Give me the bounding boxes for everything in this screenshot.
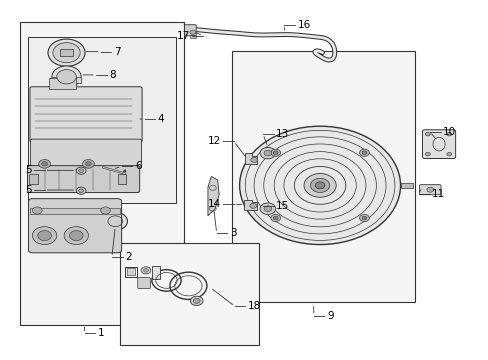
Circle shape <box>41 162 47 166</box>
Bar <box>60 49 73 56</box>
FancyBboxPatch shape <box>27 166 140 193</box>
Text: 18: 18 <box>247 301 261 311</box>
Circle shape <box>79 169 83 172</box>
FancyBboxPatch shape <box>184 25 196 36</box>
FancyBboxPatch shape <box>28 199 122 253</box>
Circle shape <box>315 182 324 189</box>
Circle shape <box>64 226 88 244</box>
Bar <box>232 51 414 302</box>
Bar <box>125 267 137 277</box>
Bar <box>27 37 176 203</box>
Text: 10: 10 <box>442 127 455 136</box>
Circle shape <box>304 174 335 197</box>
Text: 1: 1 <box>98 328 104 338</box>
Text: 12: 12 <box>207 136 220 146</box>
Text: 4: 4 <box>158 114 164 124</box>
Text: 7: 7 <box>114 46 120 57</box>
Circle shape <box>250 157 257 162</box>
Text: 5: 5 <box>25 185 31 195</box>
Circle shape <box>260 203 275 215</box>
Circle shape <box>141 267 151 274</box>
Circle shape <box>143 269 148 272</box>
Circle shape <box>79 189 83 193</box>
Circle shape <box>270 215 280 222</box>
FancyBboxPatch shape <box>422 130 455 158</box>
Circle shape <box>38 230 51 240</box>
Circle shape <box>273 151 278 154</box>
Polygon shape <box>243 200 256 211</box>
Circle shape <box>249 203 256 208</box>
Text: 16: 16 <box>297 20 310 30</box>
Polygon shape <box>207 176 219 216</box>
Circle shape <box>189 30 195 35</box>
Text: 8: 8 <box>109 70 115 80</box>
Circle shape <box>32 207 42 214</box>
Circle shape <box>190 296 203 306</box>
Bar <box>30 208 120 214</box>
Circle shape <box>273 216 278 220</box>
Circle shape <box>260 147 275 159</box>
FancyBboxPatch shape <box>419 185 440 195</box>
Circle shape <box>361 151 366 154</box>
Circle shape <box>425 132 429 136</box>
Text: 5: 5 <box>25 165 31 175</box>
Bar <box>118 174 126 184</box>
FancyBboxPatch shape <box>30 87 142 142</box>
Circle shape <box>361 216 366 220</box>
Circle shape <box>85 162 91 166</box>
Text: 9: 9 <box>326 311 333 320</box>
Circle shape <box>264 206 271 212</box>
Bar <box>152 266 159 279</box>
Text: 14: 14 <box>207 199 220 210</box>
Circle shape <box>32 226 57 244</box>
Text: 6: 6 <box>135 161 141 171</box>
Circle shape <box>359 149 368 156</box>
Circle shape <box>76 187 86 194</box>
Circle shape <box>53 42 80 63</box>
Circle shape <box>193 298 200 303</box>
Text: 17: 17 <box>176 31 189 41</box>
Circle shape <box>239 126 400 244</box>
Polygon shape <box>245 153 256 164</box>
Circle shape <box>101 207 110 214</box>
Circle shape <box>48 39 85 66</box>
Bar <box>52 77 81 83</box>
Bar <box>127 268 135 275</box>
Circle shape <box>57 69 76 84</box>
Bar <box>189 35 195 39</box>
Circle shape <box>52 66 81 87</box>
Bar <box>29 174 38 184</box>
Circle shape <box>446 132 451 136</box>
Bar <box>400 183 412 188</box>
Circle shape <box>270 149 280 156</box>
Circle shape <box>103 212 127 230</box>
Bar <box>49 78 76 89</box>
Circle shape <box>446 152 451 156</box>
Text: 3: 3 <box>229 228 236 238</box>
Circle shape <box>82 159 94 168</box>
Circle shape <box>359 215 368 222</box>
Circle shape <box>69 230 83 240</box>
Text: 13: 13 <box>276 129 289 139</box>
Text: 15: 15 <box>276 201 289 211</box>
Text: 2: 2 <box>125 252 131 262</box>
Circle shape <box>76 167 86 174</box>
Circle shape <box>425 152 429 156</box>
Circle shape <box>264 150 271 156</box>
Circle shape <box>426 187 433 192</box>
Text: 11: 11 <box>431 189 445 199</box>
FancyBboxPatch shape <box>30 139 142 167</box>
Circle shape <box>310 178 329 193</box>
Circle shape <box>39 159 50 168</box>
Bar <box>120 243 259 345</box>
Bar <box>20 22 183 325</box>
FancyBboxPatch shape <box>138 278 150 289</box>
